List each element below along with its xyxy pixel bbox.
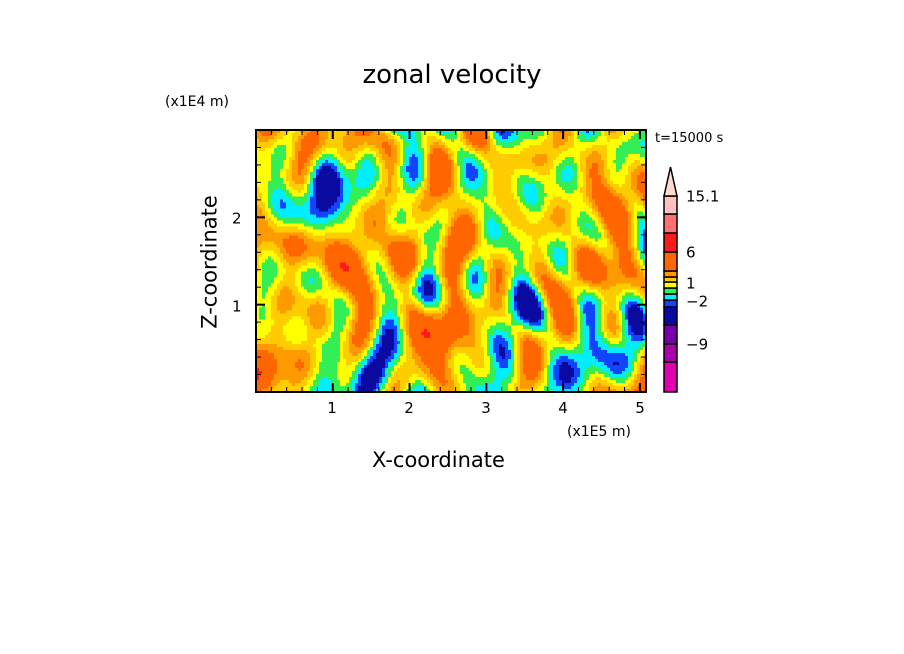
- z-axis-unit: (x1E4 m): [165, 94, 229, 110]
- colorbar-label: −2: [686, 292, 709, 311]
- colorbar-segment: [663, 195, 678, 215]
- colorbar-segment: [663, 287, 678, 295]
- z-tick-label: 1: [232, 297, 242, 316]
- colorbar-segment: [663, 270, 678, 278]
- colorbar-segment: [663, 251, 678, 272]
- colorbar-segment: [663, 324, 678, 345]
- colorbar-segment: [663, 361, 678, 393]
- plot-frame: [255, 129, 647, 393]
- plot-border: [255, 129, 647, 393]
- x-axis-unit: (x1E5 m): [567, 424, 631, 440]
- colorbar: [663, 166, 678, 393]
- colorbar-segment: [663, 293, 678, 301]
- velocity-contour-field: [256, 130, 646, 392]
- colorbar-extend-triangle: [663, 166, 678, 197]
- colorbar-segment: [663, 343, 678, 363]
- colorbar-label: 15.1: [686, 187, 720, 206]
- colorbar-segment: [663, 306, 678, 326]
- x-tick-label: 4: [558, 399, 568, 417]
- x-tick-label: 3: [481, 399, 491, 417]
- colorbar-label: 6: [686, 243, 696, 262]
- x-axis-label: X-coordinate: [372, 448, 505, 472]
- x-tick-label: 5: [635, 399, 645, 417]
- colorbar-label: −9: [686, 335, 709, 354]
- x-tick-label: 2: [404, 399, 414, 417]
- colorbar-segment: [663, 213, 678, 234]
- colorbar-label: 1: [686, 274, 696, 293]
- chart-title: zonal velocity: [362, 60, 542, 90]
- colorbar-segment: [663, 299, 678, 308]
- z-tick-label: 2: [232, 209, 242, 228]
- x-tick-label: 1: [327, 399, 337, 417]
- z-axis-label: Z-coordinate: [197, 195, 222, 329]
- colorbar-segment: [663, 281, 678, 289]
- colorbar-segment: [663, 232, 678, 253]
- time-annotation: t=15000 s: [655, 131, 724, 146]
